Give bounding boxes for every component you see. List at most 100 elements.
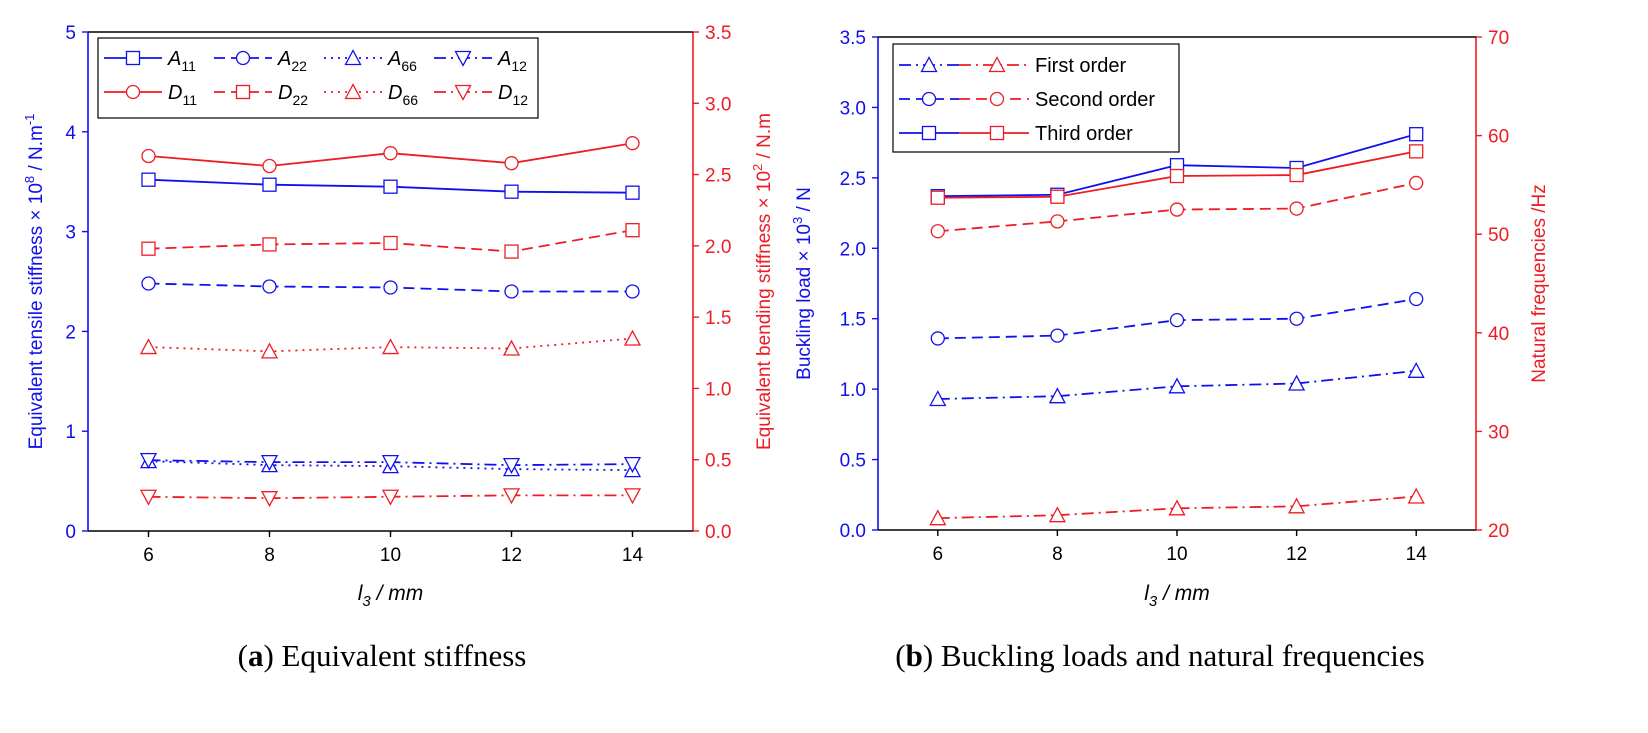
data-point <box>504 284 519 299</box>
data-point <box>1050 214 1065 229</box>
data-point <box>262 158 277 174</box>
series-line <box>937 369 1417 400</box>
data-point <box>625 284 640 299</box>
legend-swatch-marker-red <box>988 56 1006 73</box>
data-point <box>1409 127 1424 142</box>
legend-swatch-marker <box>344 49 362 66</box>
left-axis-title-unit: / N <box>794 187 815 217</box>
data-point <box>504 244 519 259</box>
right-tick-label: 2.0 <box>705 237 731 258</box>
data-point <box>262 279 277 294</box>
x-tick-label: 8 <box>1052 544 1063 565</box>
right-axis-title-sup: 2 <box>750 164 765 171</box>
data-point <box>504 156 519 171</box>
right-axis-title: Equivalent bending stiffness × 102 / N.m <box>750 113 775 450</box>
legend-label-sub: 66 <box>402 92 418 108</box>
left-tick-label: 3 <box>65 223 76 244</box>
data-point <box>260 454 279 472</box>
legend-swatch-marker <box>344 83 362 100</box>
x-axis-title: l3 / mm <box>1144 582 1210 610</box>
caption-paren-close: ) <box>923 638 941 673</box>
panel-caption: (b) Buckling loads and natural frequenci… <box>895 638 1424 673</box>
legend-swatch-marker <box>235 50 251 66</box>
left-tick-label: 2.0 <box>840 239 866 260</box>
left-tick-label: 3.0 <box>840 98 866 119</box>
left-tick-label: 0 <box>65 522 76 543</box>
legend-swatch-marker-blue <box>921 125 937 141</box>
data-point <box>929 509 947 526</box>
left-tick-label: 2.5 <box>840 169 866 190</box>
caption-paren-open: ( <box>895 638 905 673</box>
legend-label-base: D <box>388 82 402 104</box>
legend-label: A12 <box>497 48 527 74</box>
x-axis-title-sub: 3 <box>1149 593 1158 610</box>
right-axis-title-unit: / N.m <box>754 113 775 164</box>
x-tick-label: 6 <box>143 545 154 566</box>
left-tick-label: 0.0 <box>840 521 866 542</box>
data-point <box>141 172 156 187</box>
legend-swatch-marker <box>235 84 251 100</box>
x-tick-label: 12 <box>1286 544 1307 565</box>
legend-swatch-marker <box>125 50 141 66</box>
data-point <box>260 491 279 508</box>
legend-swatch-marker <box>125 84 141 100</box>
data-point <box>1409 175 1424 191</box>
series-buckling-second-order <box>930 291 1424 346</box>
legend-label: A22 <box>277 48 307 74</box>
data-point <box>1409 144 1424 159</box>
right-axis-title-text: Natural frequencies /Hz <box>1529 184 1550 383</box>
data-point <box>1409 291 1424 307</box>
x-tick-label: 10 <box>1166 544 1187 565</box>
panel-caption: (a) Equivalent stiffness <box>238 638 527 673</box>
legend-swatch-marker <box>454 84 472 101</box>
caption-paren-close: ) <box>263 638 281 673</box>
left-tick-label: 5 <box>65 23 76 44</box>
caption-letter: a <box>248 638 264 673</box>
series-d11 <box>141 136 640 174</box>
data-point <box>504 184 519 199</box>
data-point <box>1289 201 1304 216</box>
legend-label-sub: 12 <box>511 58 527 74</box>
left-tick-label: 1.0 <box>840 380 866 401</box>
left-axis-title-unit-sup: -1 <box>22 114 37 126</box>
legend-swatch-marker-red <box>989 91 1005 107</box>
data-point <box>1169 168 1185 184</box>
series-a11 <box>141 172 640 200</box>
legend-swatch-marker-blue <box>920 56 938 73</box>
legend-box <box>97 37 539 119</box>
data-point <box>929 390 947 407</box>
legend-label-sub: 22 <box>292 92 308 108</box>
data-point <box>623 456 642 474</box>
data-point <box>381 454 400 472</box>
x-tick-label: 14 <box>622 545 644 566</box>
data-point <box>141 148 156 164</box>
chart-panel-b: 6 8 10 12 14 0.0 0.5 1.0 1.5 2.0 2.5 3.0 3.5 20 30 40 50… <box>790 28 1550 673</box>
data-point <box>1048 506 1066 523</box>
legend-label-sub: 22 <box>291 58 307 74</box>
x-tick-label: 6 <box>933 544 944 565</box>
x-tick-label: 12 <box>501 545 522 566</box>
series-d12 <box>139 488 642 508</box>
right-tick-label: 60 <box>1488 127 1509 148</box>
left-axis-title-sup: 8 <box>22 176 37 183</box>
data-point <box>502 457 521 475</box>
caption-text: Buckling loads and natural frequencies <box>941 638 1425 673</box>
data-point <box>262 237 277 252</box>
x-axis-title: l3 / mm <box>358 582 424 610</box>
series-d66 <box>139 329 642 359</box>
legend-label-base: A <box>497 48 511 70</box>
left-axis-title-text: Buckling load × 10 <box>794 224 815 380</box>
left-axis-title: Equivalent tensile stiffness × 108 / N.m… <box>22 114 47 450</box>
left-tick-label: 1 <box>65 422 76 443</box>
data-point <box>625 223 640 238</box>
legend-label-base: D <box>498 82 512 104</box>
data-point <box>930 224 945 239</box>
data-point <box>502 339 521 356</box>
data-point <box>1407 487 1425 504</box>
legend-label-sub: 11 <box>181 58 196 74</box>
legend-label: Third order <box>1035 123 1133 145</box>
data-point <box>383 235 398 251</box>
left-tick-label: 4 <box>65 123 76 144</box>
legend-label-base: D <box>168 82 182 104</box>
